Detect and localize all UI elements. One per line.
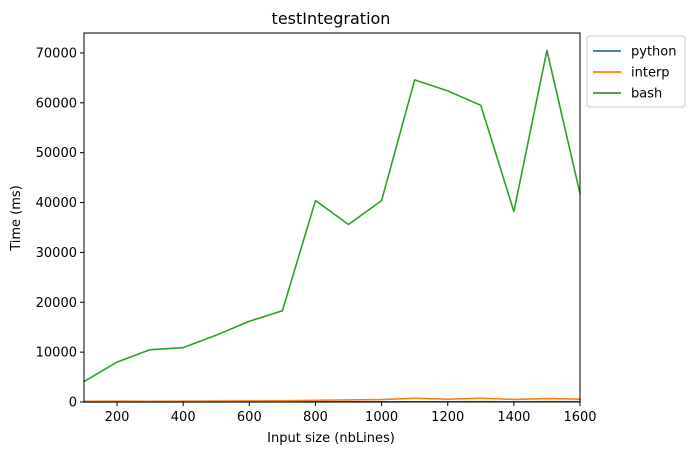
y-tick-label: 10000: [36, 346, 77, 361]
x-tick-label: 800: [303, 410, 328, 425]
x-tick-label: 400: [171, 410, 196, 425]
y-axis-ticks: 0 10000 20000 30000 40000 50000 60000 70000: [36, 46, 84, 411]
series-line-bash: [82, 49, 581, 383]
legend-label-bash: bash: [631, 87, 662, 102]
y-tick-label: 30000: [36, 246, 77, 261]
x-axis-ticks: 200 400 600 800 1000 1200 1400 1600: [105, 402, 597, 425]
legend-label-python: python: [631, 45, 676, 60]
y-tick-label: 40000: [36, 196, 77, 211]
plot-area-series: [82, 49, 581, 403]
x-tick-label: 1000: [365, 410, 398, 425]
x-tick-label: 600: [237, 410, 262, 425]
legend-items: python interp bash: [593, 45, 676, 102]
series-line-interp: [83, 397, 581, 403]
x-tick-label: 1600: [563, 410, 596, 425]
x-tick-label: 200: [105, 410, 130, 425]
legend-frame: [586, 35, 686, 108]
y-tick-label: 70000: [36, 46, 77, 61]
plot-area-frame: [83, 32, 581, 403]
legend-label-interp: interp: [631, 66, 670, 81]
x-tick-label: 1400: [497, 410, 530, 425]
y-tick-label: 20000: [36, 296, 77, 311]
y-tick-label: 50000: [36, 146, 77, 161]
x-tick-label: 1200: [431, 410, 464, 425]
y-tick-label: 60000: [36, 96, 77, 111]
y-tick-label: 0: [69, 396, 77, 411]
y-axis-label: Time (ms): [9, 185, 24, 252]
x-axis-label: Input size (nbLines): [267, 431, 395, 446]
chart-title: testIntegration: [272, 9, 391, 28]
legend: python interp bash: [586, 35, 686, 108]
